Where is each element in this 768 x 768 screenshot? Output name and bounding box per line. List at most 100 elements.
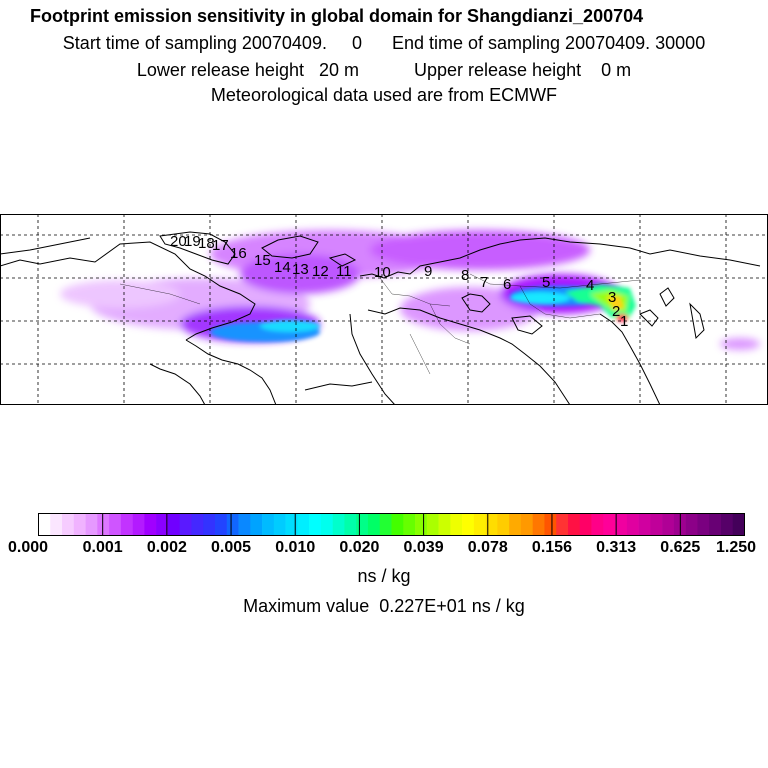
colorbar-swatch: [144, 513, 157, 536]
trajectory-label: 6: [503, 276, 511, 293]
colorbar-swatch: [73, 513, 86, 536]
colorbar-swatch: [273, 513, 286, 536]
footprint-map: 1 2 3 4 5 6 7 8 9 10 11 12 13 14 15 16 1…: [0, 214, 768, 405]
colorbar-swatch: [332, 513, 345, 536]
colorbar-swatch: [732, 513, 745, 536]
colorbar-swatch: [579, 513, 592, 536]
trajectory-label: 14: [274, 259, 291, 276]
trajectory-label: 16: [230, 245, 247, 262]
colorbar-swatch: [391, 513, 404, 536]
colorbar-tick-label: 0.020: [339, 539, 380, 556]
colorbar-swatch: [544, 513, 557, 536]
colorbar-swatch: [450, 513, 463, 536]
colorbar-swatch: [262, 513, 275, 536]
colorbar-swatch: [438, 513, 451, 536]
trajectory-label: 5: [542, 274, 550, 291]
met-data-line: Meteorological data used are from ECMWF: [210, 85, 558, 105]
colorbar-swatch: [697, 513, 710, 536]
trajectory-label: 18: [198, 235, 215, 252]
colorbar-swatch: [179, 513, 192, 536]
colorbar-swatch: [167, 513, 180, 536]
colorbar-swatch: [532, 513, 545, 536]
colorbar-swatch: [709, 513, 722, 536]
trajectory-label: 11: [336, 263, 352, 280]
colorbar-swatch: [626, 513, 639, 536]
trajectory-label: 4: [586, 277, 594, 294]
colorbar-swatch: [203, 513, 216, 536]
colorbar-swatch: [638, 513, 651, 536]
colorbar-swatch: [591, 513, 604, 536]
colorbar-swatch: [603, 513, 616, 536]
colorbar-swatch: [650, 513, 663, 536]
colorbar-swatch: [156, 513, 169, 536]
colorbar-swatch: [356, 513, 369, 536]
colorbar-swatch: [238, 513, 251, 536]
colorbar-units: ns / kg: [357, 566, 411, 586]
colorbar-swatch: [568, 513, 581, 536]
colorbar-tick-label: 1.250: [715, 539, 757, 556]
trajectory-label: 2: [612, 303, 620, 320]
colorbar-swatch: [379, 513, 392, 536]
trajectory-label: 10: [374, 264, 391, 281]
colorbar-swatch: [509, 513, 522, 536]
trajectory-label: 1: [620, 313, 628, 330]
colorbar-swatches: [38, 513, 745, 536]
colorbar-swatch: [132, 513, 145, 536]
colorbar-swatch: [120, 513, 133, 536]
colorbar-swatch: [685, 513, 698, 536]
colorbar-tick-label: 0.005: [211, 539, 252, 556]
colorbar-swatch: [97, 513, 110, 536]
colorbar-swatch: [38, 513, 51, 536]
colorbar-tick-label: 0.010: [275, 539, 316, 556]
colorbar-swatch: [462, 513, 475, 536]
graticule: [0, 214, 768, 405]
colorbar-swatch: [662, 513, 675, 536]
trajectory-label: 3: [608, 289, 616, 306]
trajectory-label: 13: [292, 261, 309, 278]
coastlines: [0, 231, 761, 405]
colorbar-swatch: [215, 513, 228, 536]
colorbar-swatch: [320, 513, 333, 536]
colorbar-swatch: [415, 513, 428, 536]
colorbar-swatch: [297, 513, 310, 536]
colorbar-swatch: [309, 513, 322, 536]
trajectory-label: 19: [184, 233, 201, 250]
plot-title: Footprint emission sensitivity in global…: [30, 6, 644, 26]
trajectory-label: 8: [461, 267, 469, 284]
trajectory-label: 9: [424, 263, 432, 280]
colorbar-tick-label: 0.002: [146, 539, 187, 556]
colorbar-swatch: [191, 513, 204, 536]
colorbar-swatch: [285, 513, 298, 536]
colorbar-swatch: [720, 513, 734, 536]
colorbar-tick-label: 0.313: [596, 539, 637, 556]
colorbar-tick-label: 0.000: [7, 539, 49, 556]
colorbar-swatch: [426, 513, 439, 536]
colorbar-swatch: [85, 513, 98, 536]
maximum-value-text: Maximum value 0.227E+01 ns / kg: [243, 596, 525, 616]
colorbar-swatch: [473, 513, 486, 536]
colorbar-swatch: [556, 513, 569, 536]
colorbar-tick-label: 0.156: [531, 539, 572, 556]
colorbar-swatch: [250, 513, 263, 536]
colorbar-swatch: [615, 513, 628, 536]
country-borders: [119, 273, 641, 375]
colorbar-tick-label: 0.039: [403, 539, 444, 556]
trajectory-label: 20: [170, 233, 187, 250]
colorbar-tick-label: 0.078: [467, 539, 508, 556]
colorbar-swatch: [497, 513, 510, 536]
trajectory-label: 12: [312, 263, 329, 280]
colorbar-swatch: [109, 513, 122, 536]
sampling-time-line: Start time of sampling 20070409. 0 End t…: [62, 33, 706, 53]
colorbar-swatch: [520, 513, 533, 536]
sensitivity-field: [60, 230, 760, 350]
colorbar-swatch: [62, 513, 75, 536]
colorbar-dividers: [102, 513, 681, 536]
colorbar-swatch: [485, 513, 498, 536]
colorbar-tick-label: 0.625: [660, 539, 701, 556]
colorbar-swatch: [226, 513, 239, 536]
colorbar-swatch: [367, 513, 381, 536]
release-height-line: Lower release height 20 m Upper release …: [136, 60, 632, 80]
colorbar-swatch: [403, 513, 416, 536]
colorbar-swatch: [344, 513, 357, 536]
trajectory-label: 17: [212, 237, 229, 254]
